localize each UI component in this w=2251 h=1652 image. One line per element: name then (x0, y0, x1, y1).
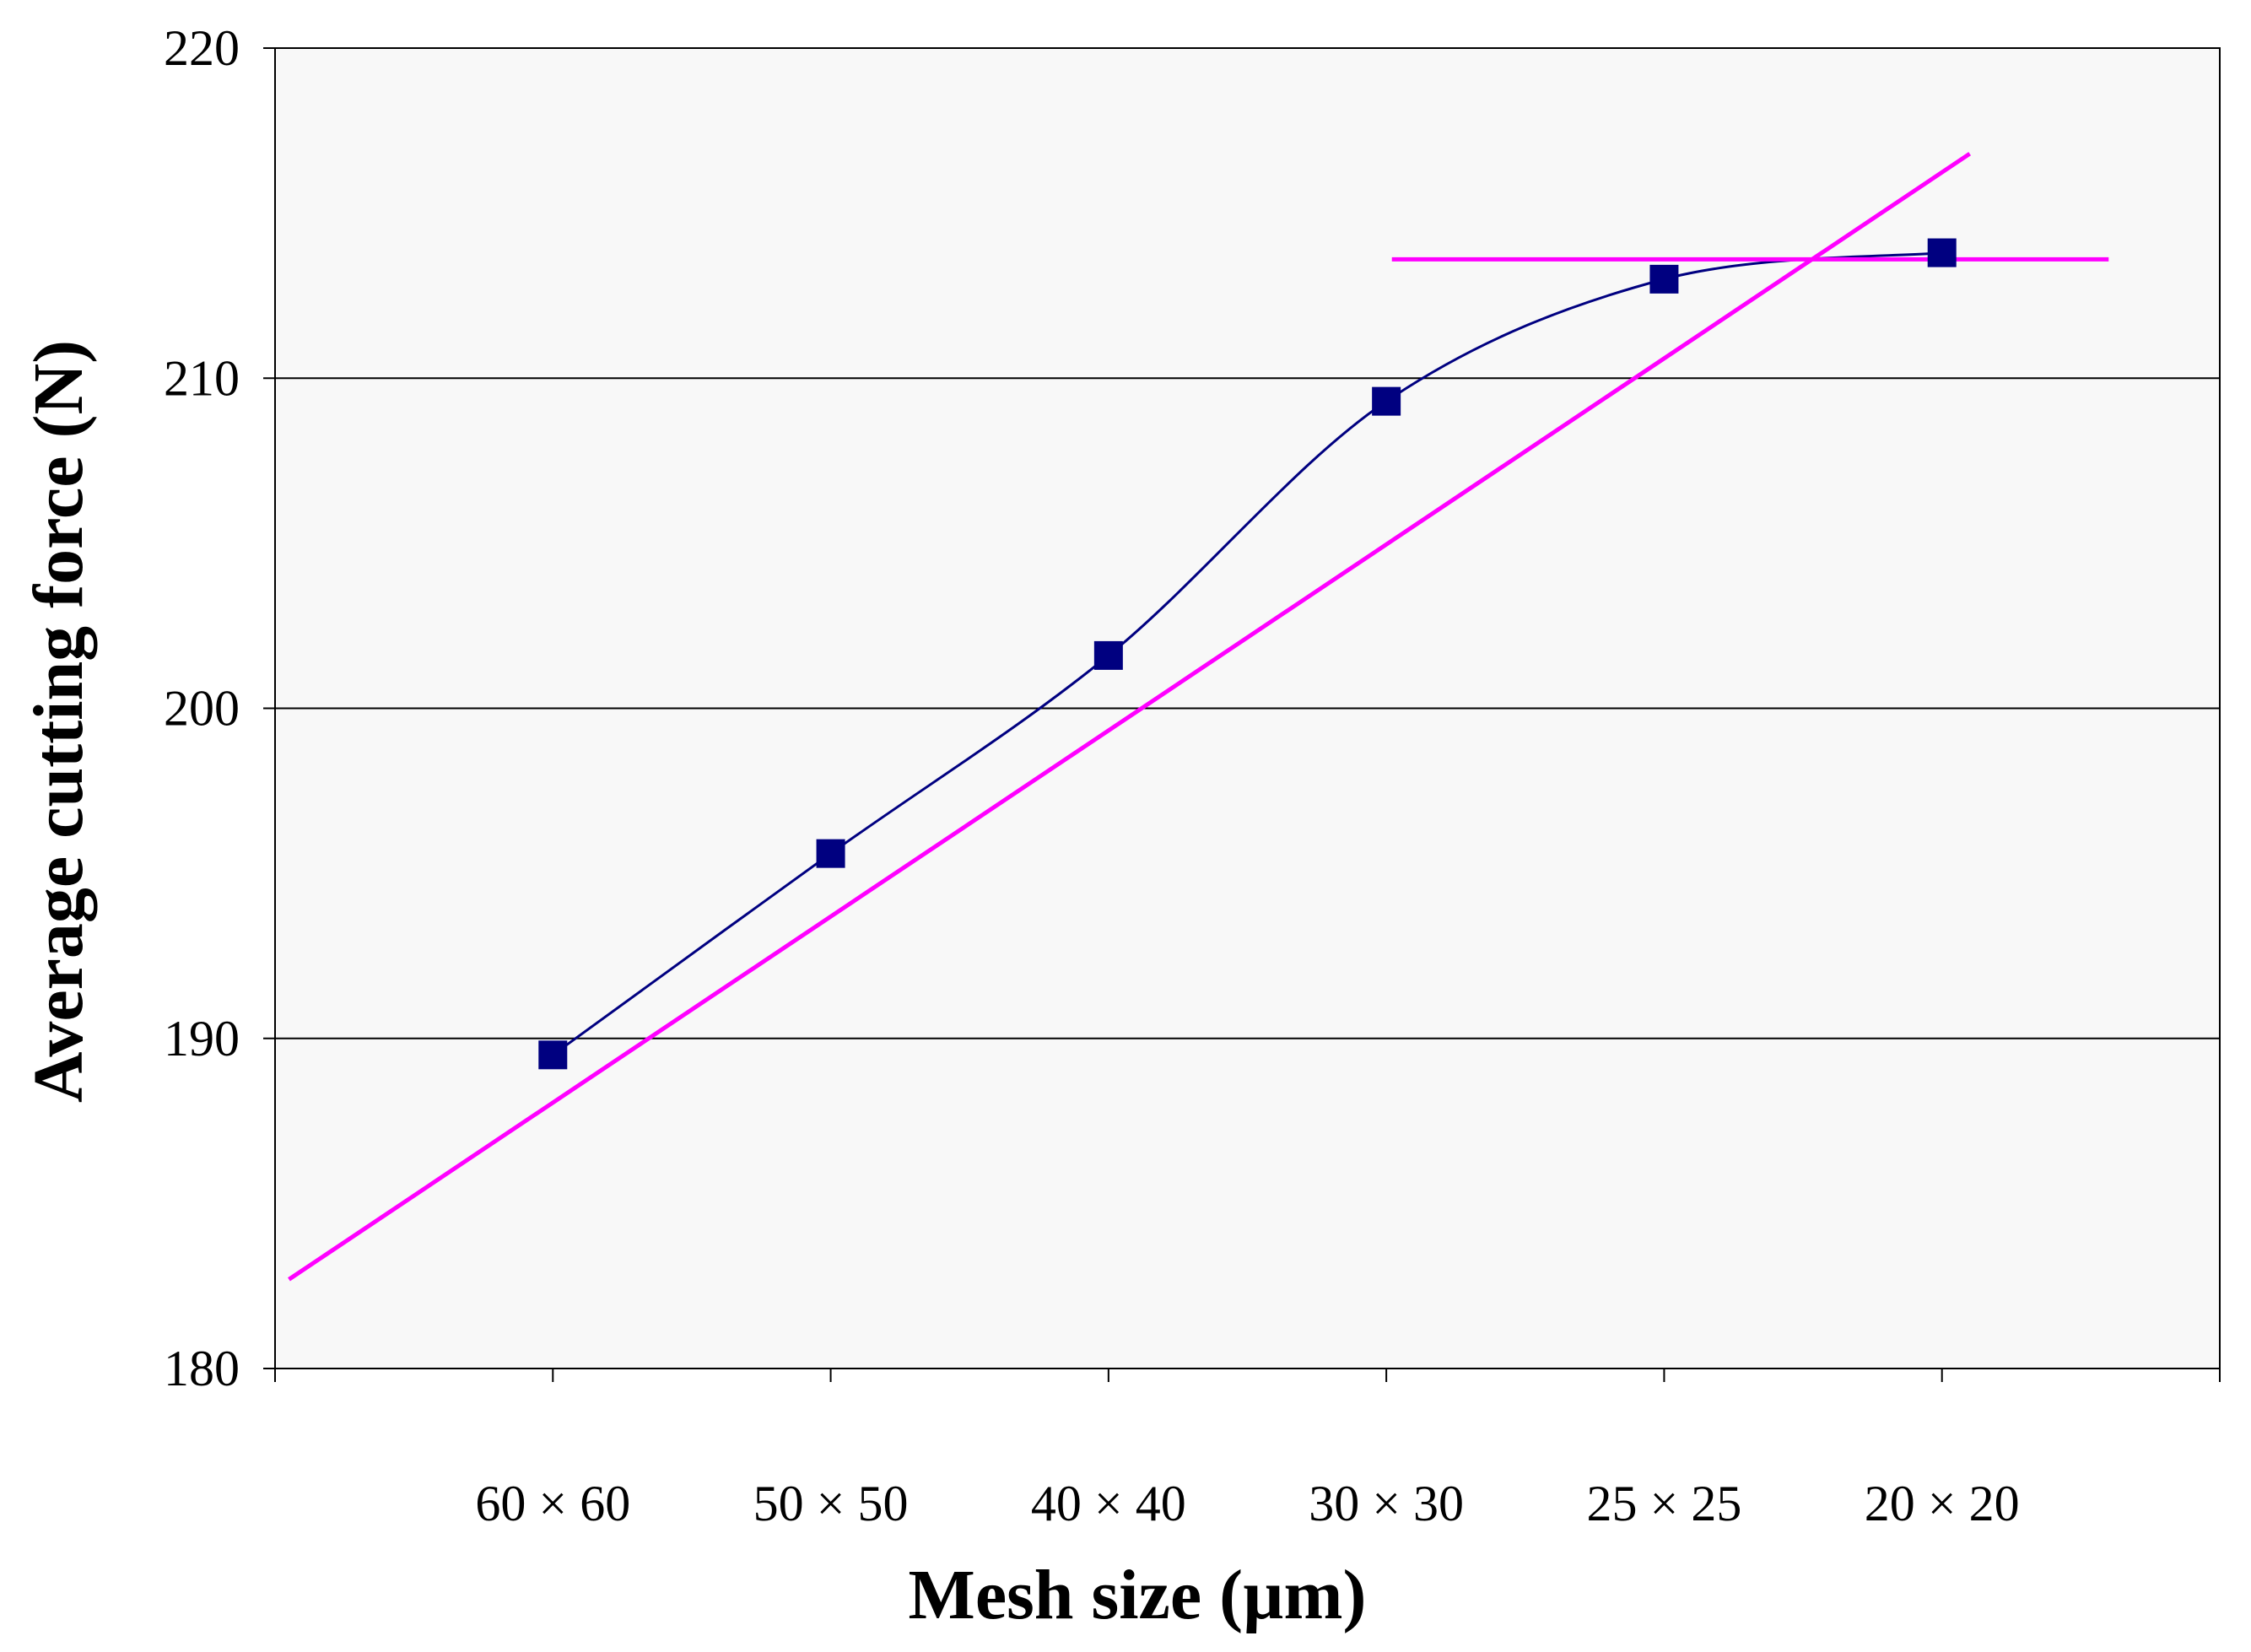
plot-border (274, 47, 2221, 1369)
x-tick-label: 60 × 60 (475, 1476, 630, 1531)
y-tick-label: 210 (164, 350, 240, 406)
x-tick-label: 40 × 40 (1031, 1476, 1186, 1531)
data-point-marker (1372, 386, 1401, 416)
x-tick-label: 25 × 25 (1587, 1476, 1742, 1531)
axes (263, 47, 2221, 1382)
y-tick-label: 200 (164, 681, 240, 737)
series-lines (552, 251, 1942, 1056)
x-tick-label: 50 × 50 (753, 1476, 909, 1531)
y-axis-title: Average cutting force (N) (19, 340, 98, 1103)
y-tick-label: 180 (164, 1341, 240, 1396)
x-tick-labels: 60 × 60 50 × 50 40 × 40 30 × 30 25 × 25 20 × … (475, 1476, 2019, 1531)
x-tick-label: 30 × 30 (1309, 1476, 1464, 1531)
series-line (552, 251, 1942, 1056)
x-axis-title: Mesh size (µm) (909, 1556, 1367, 1634)
reference-lines (288, 152, 2109, 1282)
data-point-marker (1649, 264, 1679, 294)
data-point-marker (1093, 640, 1123, 670)
y-tick-label: 190 (164, 1011, 240, 1066)
data-point-marker (1927, 238, 1957, 267)
data-point-marker (816, 839, 845, 868)
y-tick-label: 220 (164, 20, 240, 76)
trend-line (288, 152, 1972, 1282)
y-tick-labels: 180 190 200 210 220 (164, 20, 240, 1396)
data-point-marker (538, 1040, 568, 1070)
series-markers (538, 238, 1957, 1070)
x-tick-label: 20 × 20 (1865, 1476, 2020, 1531)
